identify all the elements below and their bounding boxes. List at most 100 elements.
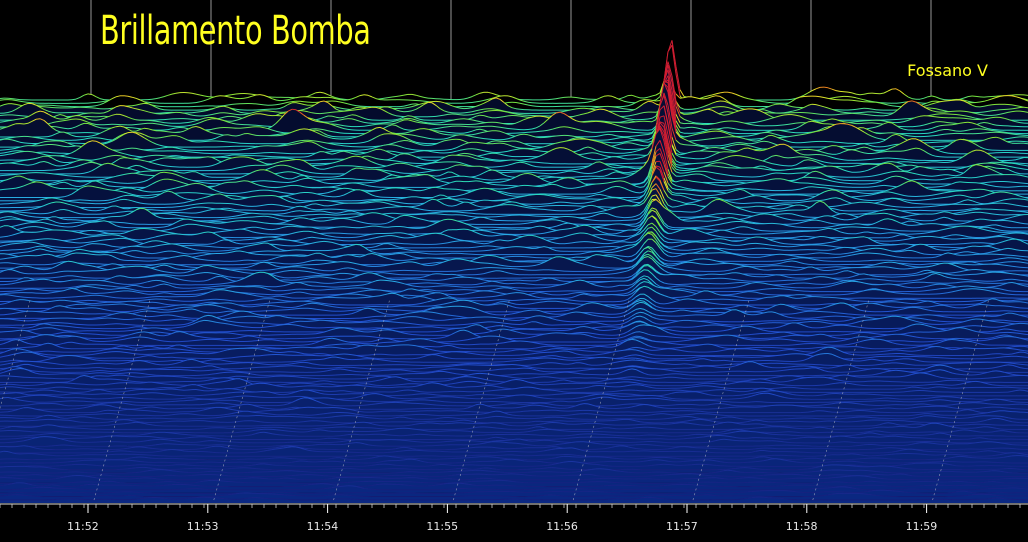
trace-segment xyxy=(955,114,961,116)
trace-segment xyxy=(771,129,777,132)
trace-segment xyxy=(847,91,853,94)
trace-segment xyxy=(791,109,797,112)
trace-segment xyxy=(683,135,689,138)
trace-segment xyxy=(759,149,765,152)
trace-segment xyxy=(999,131,1005,133)
trace-segment xyxy=(475,92,481,96)
trace-segment xyxy=(159,96,165,99)
trace-segment xyxy=(795,96,801,100)
trace-segment xyxy=(623,100,629,103)
trace-segment xyxy=(335,98,341,101)
trace-segment xyxy=(491,108,497,110)
trace-segment xyxy=(583,130,589,133)
trace-segment xyxy=(623,158,629,160)
trace-segment xyxy=(699,144,705,147)
trace-segment xyxy=(171,157,177,160)
trace-segment xyxy=(711,137,717,140)
trace-segment xyxy=(347,128,353,131)
trace-segment xyxy=(799,106,805,110)
trace-segment xyxy=(403,128,409,131)
trace-segment xyxy=(419,102,425,105)
trace-segment xyxy=(19,151,25,153)
trace-segment xyxy=(579,153,585,155)
trace-segment xyxy=(675,66,681,90)
trace-segment xyxy=(939,100,945,103)
trace-segment xyxy=(0,154,5,157)
trace-segment xyxy=(423,96,429,99)
trace-segment xyxy=(71,157,77,160)
trace-segment xyxy=(327,151,333,153)
trace-segment xyxy=(595,106,601,109)
trace-segment xyxy=(503,123,509,125)
trace-segment xyxy=(619,121,625,123)
trace-segment xyxy=(59,161,65,163)
trace-segment xyxy=(339,98,345,100)
trace-segment xyxy=(115,105,121,108)
trace-segment xyxy=(307,93,313,97)
trace-segment xyxy=(723,106,729,108)
trace-segment xyxy=(727,91,733,94)
trace-segment xyxy=(931,95,937,98)
trace-segment xyxy=(811,149,817,151)
trace-segment xyxy=(207,156,213,158)
trace-segment xyxy=(455,118,461,120)
trace-segment xyxy=(751,108,757,110)
trace-segment xyxy=(703,108,709,111)
trace-segment xyxy=(471,133,477,136)
trace-segment xyxy=(167,93,173,96)
trace-segment xyxy=(507,95,513,98)
trace-segment xyxy=(407,134,413,136)
trace-segment xyxy=(707,138,713,140)
trace-segment xyxy=(243,97,249,99)
trace-segment xyxy=(399,110,405,113)
trace-segment xyxy=(283,144,289,147)
trace-segment xyxy=(299,103,305,105)
trace-segment xyxy=(915,147,921,150)
trace-segment xyxy=(7,148,13,150)
trace-segment xyxy=(647,99,653,101)
trace-segment xyxy=(791,98,797,102)
trace-segment xyxy=(95,119,101,121)
trace-segment xyxy=(227,94,233,96)
trace-segment xyxy=(763,106,769,109)
trace-segment xyxy=(59,155,65,158)
trace-segment xyxy=(351,109,357,111)
trace-segment xyxy=(1003,132,1009,134)
trace-segment xyxy=(227,103,233,106)
trace-segment xyxy=(615,106,621,109)
trace-segment xyxy=(423,100,429,103)
trace-segment xyxy=(931,113,937,116)
trace-segment xyxy=(123,105,129,108)
trace-segment xyxy=(359,94,365,97)
trace-segment xyxy=(319,128,325,131)
trace-segment xyxy=(203,95,209,98)
trace-segment xyxy=(715,95,721,97)
trace-segment xyxy=(835,96,841,98)
trace-segment xyxy=(867,127,873,130)
trace-segment xyxy=(443,102,449,105)
trace-segment xyxy=(939,98,945,101)
trace-segment xyxy=(15,103,21,106)
trace-segment xyxy=(935,108,941,111)
trace-segment xyxy=(819,122,825,125)
trace-segment xyxy=(831,88,837,92)
trace-segment xyxy=(411,134,417,137)
trace-segment xyxy=(627,140,633,142)
trace-segment xyxy=(719,111,725,114)
trace-segment xyxy=(311,112,317,114)
trace-segment xyxy=(87,135,93,137)
trace-segment xyxy=(835,90,841,92)
trace-segment xyxy=(371,96,377,100)
trace-segment xyxy=(711,101,717,104)
trace-segment xyxy=(959,99,965,101)
trace-segment xyxy=(887,121,893,124)
trace-segment xyxy=(727,101,733,105)
trace-segment xyxy=(699,96,705,99)
trace-segment xyxy=(491,140,497,142)
trace-segment xyxy=(983,110,989,113)
trace-segment xyxy=(767,104,773,108)
trace-segment xyxy=(879,150,885,152)
trace-segment xyxy=(627,101,633,104)
trace-segment xyxy=(495,95,501,98)
trace-segment xyxy=(219,116,225,119)
